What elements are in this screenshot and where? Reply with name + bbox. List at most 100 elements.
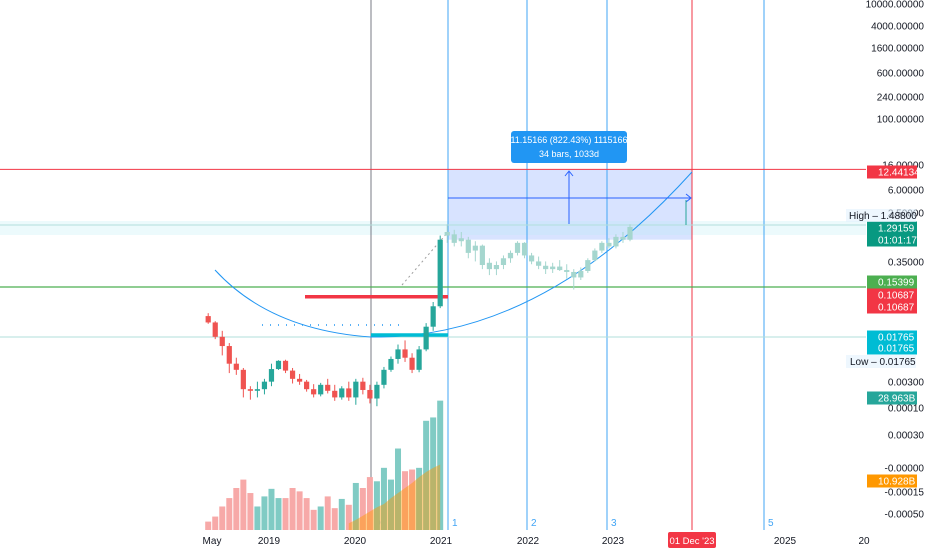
price-tag <box>867 391 917 405</box>
measure-label-box <box>511 131 627 163</box>
volume-bar <box>268 488 275 530</box>
candle <box>247 389 253 391</box>
candle <box>296 378 303 382</box>
ghost-candle <box>550 266 556 270</box>
ghost-candle <box>627 226 633 240</box>
candle <box>381 369 387 385</box>
x-tick-label: 2022 <box>517 536 540 547</box>
candle <box>240 369 246 390</box>
candle <box>261 381 268 390</box>
candle <box>275 360 282 370</box>
volume-bar <box>395 448 402 530</box>
ghost-candle <box>592 250 598 261</box>
volume-bar <box>282 498 289 530</box>
ghost-candle <box>528 255 535 262</box>
date-tag <box>668 532 716 548</box>
candle <box>388 358 394 370</box>
ghost-candle <box>486 262 492 270</box>
y-tick-label: 0.00010 <box>888 404 925 415</box>
x-tick-label: 2023 <box>602 536 625 547</box>
candle <box>346 388 352 398</box>
volume-bar <box>423 420 430 530</box>
price-tag-label: 01:01:17 <box>878 236 917 247</box>
ghost-candle <box>543 265 549 270</box>
candle <box>325 384 331 391</box>
y-tick-label: 240.00000 <box>877 93 925 104</box>
date-tag-label: 01 Dec '23 <box>669 536 714 547</box>
candle <box>339 388 345 398</box>
ghost-candle <box>536 261 542 266</box>
ghost-candle <box>493 264 500 270</box>
ghost-candle <box>479 245 485 265</box>
ghost-candle <box>472 245 478 251</box>
low-label: Low – 0.01765 <box>850 357 916 368</box>
price-tag <box>867 165 917 179</box>
x-tick-label: 2020 <box>344 536 367 547</box>
candle <box>254 389 261 391</box>
x-tick-label: 2025 <box>774 536 797 547</box>
y-tick-label: 100.00000 <box>877 115 925 126</box>
x-tick-label: 2021 <box>430 536 453 547</box>
ghost-candle <box>500 258 507 265</box>
price-tag <box>867 233 917 247</box>
ghost-candle <box>444 231 450 236</box>
volume-bar <box>310 509 317 530</box>
high-label: High – 1.48800 <box>849 211 917 222</box>
volume-bar <box>324 496 331 530</box>
volume-bar <box>437 400 444 530</box>
y-tick-label: 0.35000 <box>888 258 925 269</box>
ghost-candle <box>564 270 570 272</box>
price-tag-label: 0.01765 <box>878 333 915 344</box>
candle <box>282 360 289 371</box>
price-tag <box>867 330 917 344</box>
y-tick-label: -0.00050 <box>885 510 925 521</box>
volume-bar <box>275 498 282 530</box>
ghost-candle <box>613 236 619 247</box>
candle <box>226 346 232 364</box>
volume-bar <box>409 469 416 530</box>
fib-time-label: 5 <box>768 518 774 529</box>
volume-bar <box>296 491 303 530</box>
ghost-candle <box>521 242 528 256</box>
candle <box>409 357 415 370</box>
volume-bar <box>240 479 247 530</box>
fib-time-label: 3 <box>611 518 617 529</box>
ghost-candle <box>578 270 584 278</box>
candle <box>353 381 359 398</box>
high-band <box>0 221 866 235</box>
volume-bar <box>317 506 324 530</box>
y-tick-label: 10000.00000 <box>866 0 925 11</box>
volume-bar <box>338 498 345 530</box>
price-tag-label: 12.44134 <box>878 168 920 179</box>
price-tag <box>867 288 917 302</box>
candle <box>430 306 436 327</box>
x-tick-label: 2019 <box>258 536 281 547</box>
volume-bar <box>212 516 219 530</box>
y-tick-label: 6.00000 <box>888 186 925 197</box>
volume-bar <box>247 493 254 530</box>
ghost-candle <box>585 260 591 271</box>
ghost-candle <box>571 271 577 278</box>
volume-bar <box>331 508 338 530</box>
volume-bar <box>373 481 380 530</box>
price-tag <box>867 275 917 289</box>
candle <box>402 349 408 358</box>
volume-bar <box>380 467 387 530</box>
measure-arrow-head <box>564 170 574 177</box>
high-label-bg <box>846 209 916 222</box>
volume-bar <box>366 477 373 530</box>
candle <box>219 336 225 347</box>
candle <box>311 389 317 395</box>
volume-bar <box>303 498 310 530</box>
volume-bar <box>359 488 366 530</box>
volume-bar <box>345 504 352 530</box>
price-tag-label: 28.963B <box>878 394 916 405</box>
candle <box>205 316 211 323</box>
volume-bar <box>219 506 226 530</box>
fib-time-label: 2 <box>531 518 537 529</box>
price-tag-label: 0.10687 <box>878 303 915 314</box>
volume-bar <box>430 417 437 530</box>
ghost-candle <box>465 239 471 253</box>
